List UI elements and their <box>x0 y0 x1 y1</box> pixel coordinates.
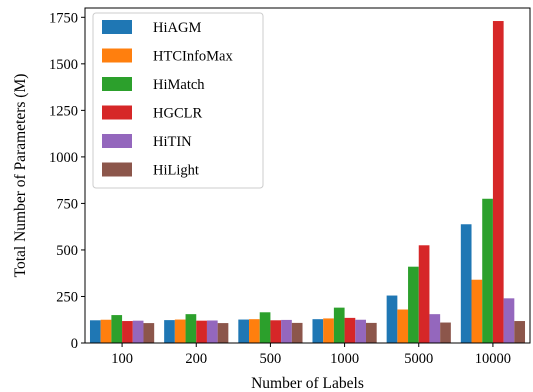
bar-hilight-10000 <box>514 321 526 343</box>
legend-swatch-hiagm <box>102 20 132 34</box>
y-tick-label: 1000 <box>49 150 78 166</box>
bar-htcinfomax-1000 <box>323 318 334 343</box>
bar-himatch-1000 <box>333 307 345 343</box>
bar-hiagm-5000 <box>386 295 398 343</box>
y-tick-label: 1750 <box>49 10 78 26</box>
legend-swatch-himatch <box>102 77 132 91</box>
bar-htcinfomax-5000 <box>397 309 409 343</box>
legend-label-hgclr: HGCLR <box>153 106 202 122</box>
legend-label-htcinfomax: HTCInfoMax <box>153 49 233 65</box>
bar-hiagm-100 <box>89 320 101 343</box>
legend-label-himatch: HiMatch <box>153 77 205 93</box>
y-tick-label: 1250 <box>49 103 78 119</box>
y-axis-label: Total Number of Parameters (M) <box>12 74 29 278</box>
plot-frame <box>84 7 531 344</box>
bar-hitin-100 <box>132 320 144 343</box>
bar-hilight-100 <box>143 323 155 343</box>
bar-hgclr-5000 <box>418 245 430 343</box>
bar-htcinfomax-500 <box>249 319 260 343</box>
bar-himatch-100 <box>111 315 123 343</box>
bar-htcinfomax-100 <box>100 319 112 343</box>
y-tick-label: 1500 <box>49 57 78 73</box>
bar-htcinfomax-10000 <box>471 279 483 343</box>
x-axis-label: Number of Labels <box>251 375 364 392</box>
bar-himatch-5000 <box>408 266 419 343</box>
bar-hgclr-200 <box>196 320 207 343</box>
x-tick-label: 5000 <box>404 351 433 367</box>
bar-himatch-10000 <box>482 198 493 343</box>
bar-hitin-500 <box>281 319 292 343</box>
bar-hiagm-200 <box>164 320 175 343</box>
x-tick-label: 10000 <box>475 351 511 367</box>
bars-group <box>89 21 526 344</box>
bar-hilight-1000 <box>365 322 377 343</box>
bar-hitin-1000 <box>355 319 366 343</box>
x-axis: 100 200 500 1000 5000 10000 <box>111 343 511 367</box>
x-tick-label: 200 <box>185 351 207 367</box>
y-tick-label: 0 <box>71 336 78 352</box>
legend-label-hitin: HiTIN <box>153 134 192 150</box>
bar-hiagm-10000 <box>460 224 472 343</box>
x-tick-label: 500 <box>260 351 282 367</box>
y-tick-label: 500 <box>56 243 78 259</box>
bar-hgclr-500 <box>270 320 282 343</box>
bar-hitin-10000 <box>503 298 515 343</box>
y-tick-label: 250 <box>56 289 78 305</box>
legend-label-hiagm: HiAGM <box>153 20 201 36</box>
bar-hilight-200 <box>217 323 229 343</box>
bar-hgclr-100 <box>122 321 133 343</box>
legend-swatch-hgclr <box>102 105 132 120</box>
x-tick-label: 1000 <box>330 351 359 367</box>
bar-hilight-500 <box>291 322 303 343</box>
bar-hiagm-1000 <box>312 319 324 343</box>
legend-swatch-htcinfomax <box>102 48 132 63</box>
bar-hilight-5000 <box>440 322 451 343</box>
legend-swatch-hitin <box>102 134 132 148</box>
y-tick-label: 750 <box>56 196 78 212</box>
legend-box <box>92 12 264 189</box>
x-tick-label: 100 <box>111 351 133 367</box>
legend-label-hilight: HiLight <box>153 163 199 179</box>
bar-htcinfomax-200 <box>174 319 186 343</box>
bar-hitin-5000 <box>429 314 441 343</box>
bar-hgclr-10000 <box>492 21 504 344</box>
legend-swatch-hilight <box>102 162 132 177</box>
bar-hiagm-500 <box>238 319 250 343</box>
y-axis: 0 250 500 750 1000 1250 1500 1750 <box>49 10 85 352</box>
bar-hgclr-1000 <box>344 317 356 344</box>
bar-himatch-500 <box>259 312 271 343</box>
legend: HiAGM HTCInfoMax HiMatch HGCLR HiTIN HiLight <box>92 12 264 189</box>
bar-hitin-200 <box>206 320 218 343</box>
bar-himatch-200 <box>185 314 197 343</box>
